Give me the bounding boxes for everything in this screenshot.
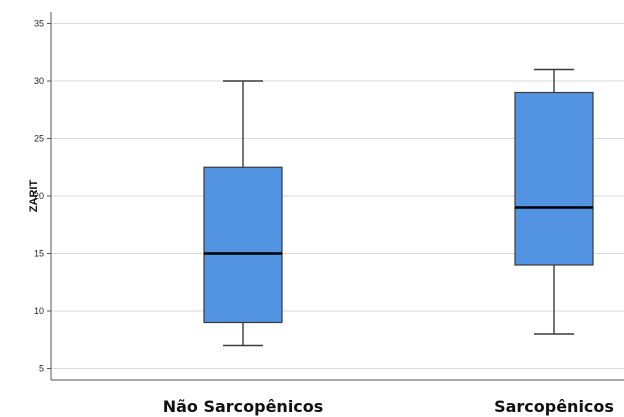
iqr-box (514, 91, 594, 266)
boxes (203, 68, 594, 347)
category-label: Sarcopênicos (494, 397, 614, 416)
y-tick-label: 15 (34, 249, 44, 259)
y-axis-ticks: 5 10 15 20 25 30 35 (34, 19, 51, 374)
category-labels: Não Sarcopênicos Sarcopênicos (163, 397, 614, 416)
category-label: Não Sarcopênicos (163, 397, 324, 416)
box-1 (203, 80, 283, 347)
box-2 (514, 68, 594, 335)
y-tick-label: 35 (34, 19, 44, 29)
y-tick-label: 25 (34, 134, 44, 144)
iqr-box (203, 166, 283, 324)
y-tick-label: 30 (34, 76, 44, 86)
grid-lines (51, 23, 624, 369)
y-tick-label: 5 (39, 364, 44, 374)
y-tick-label: 20 (34, 191, 44, 201)
y-tick-label: 10 (34, 306, 44, 316)
y-axis-title: ZARIT (28, 180, 40, 213)
